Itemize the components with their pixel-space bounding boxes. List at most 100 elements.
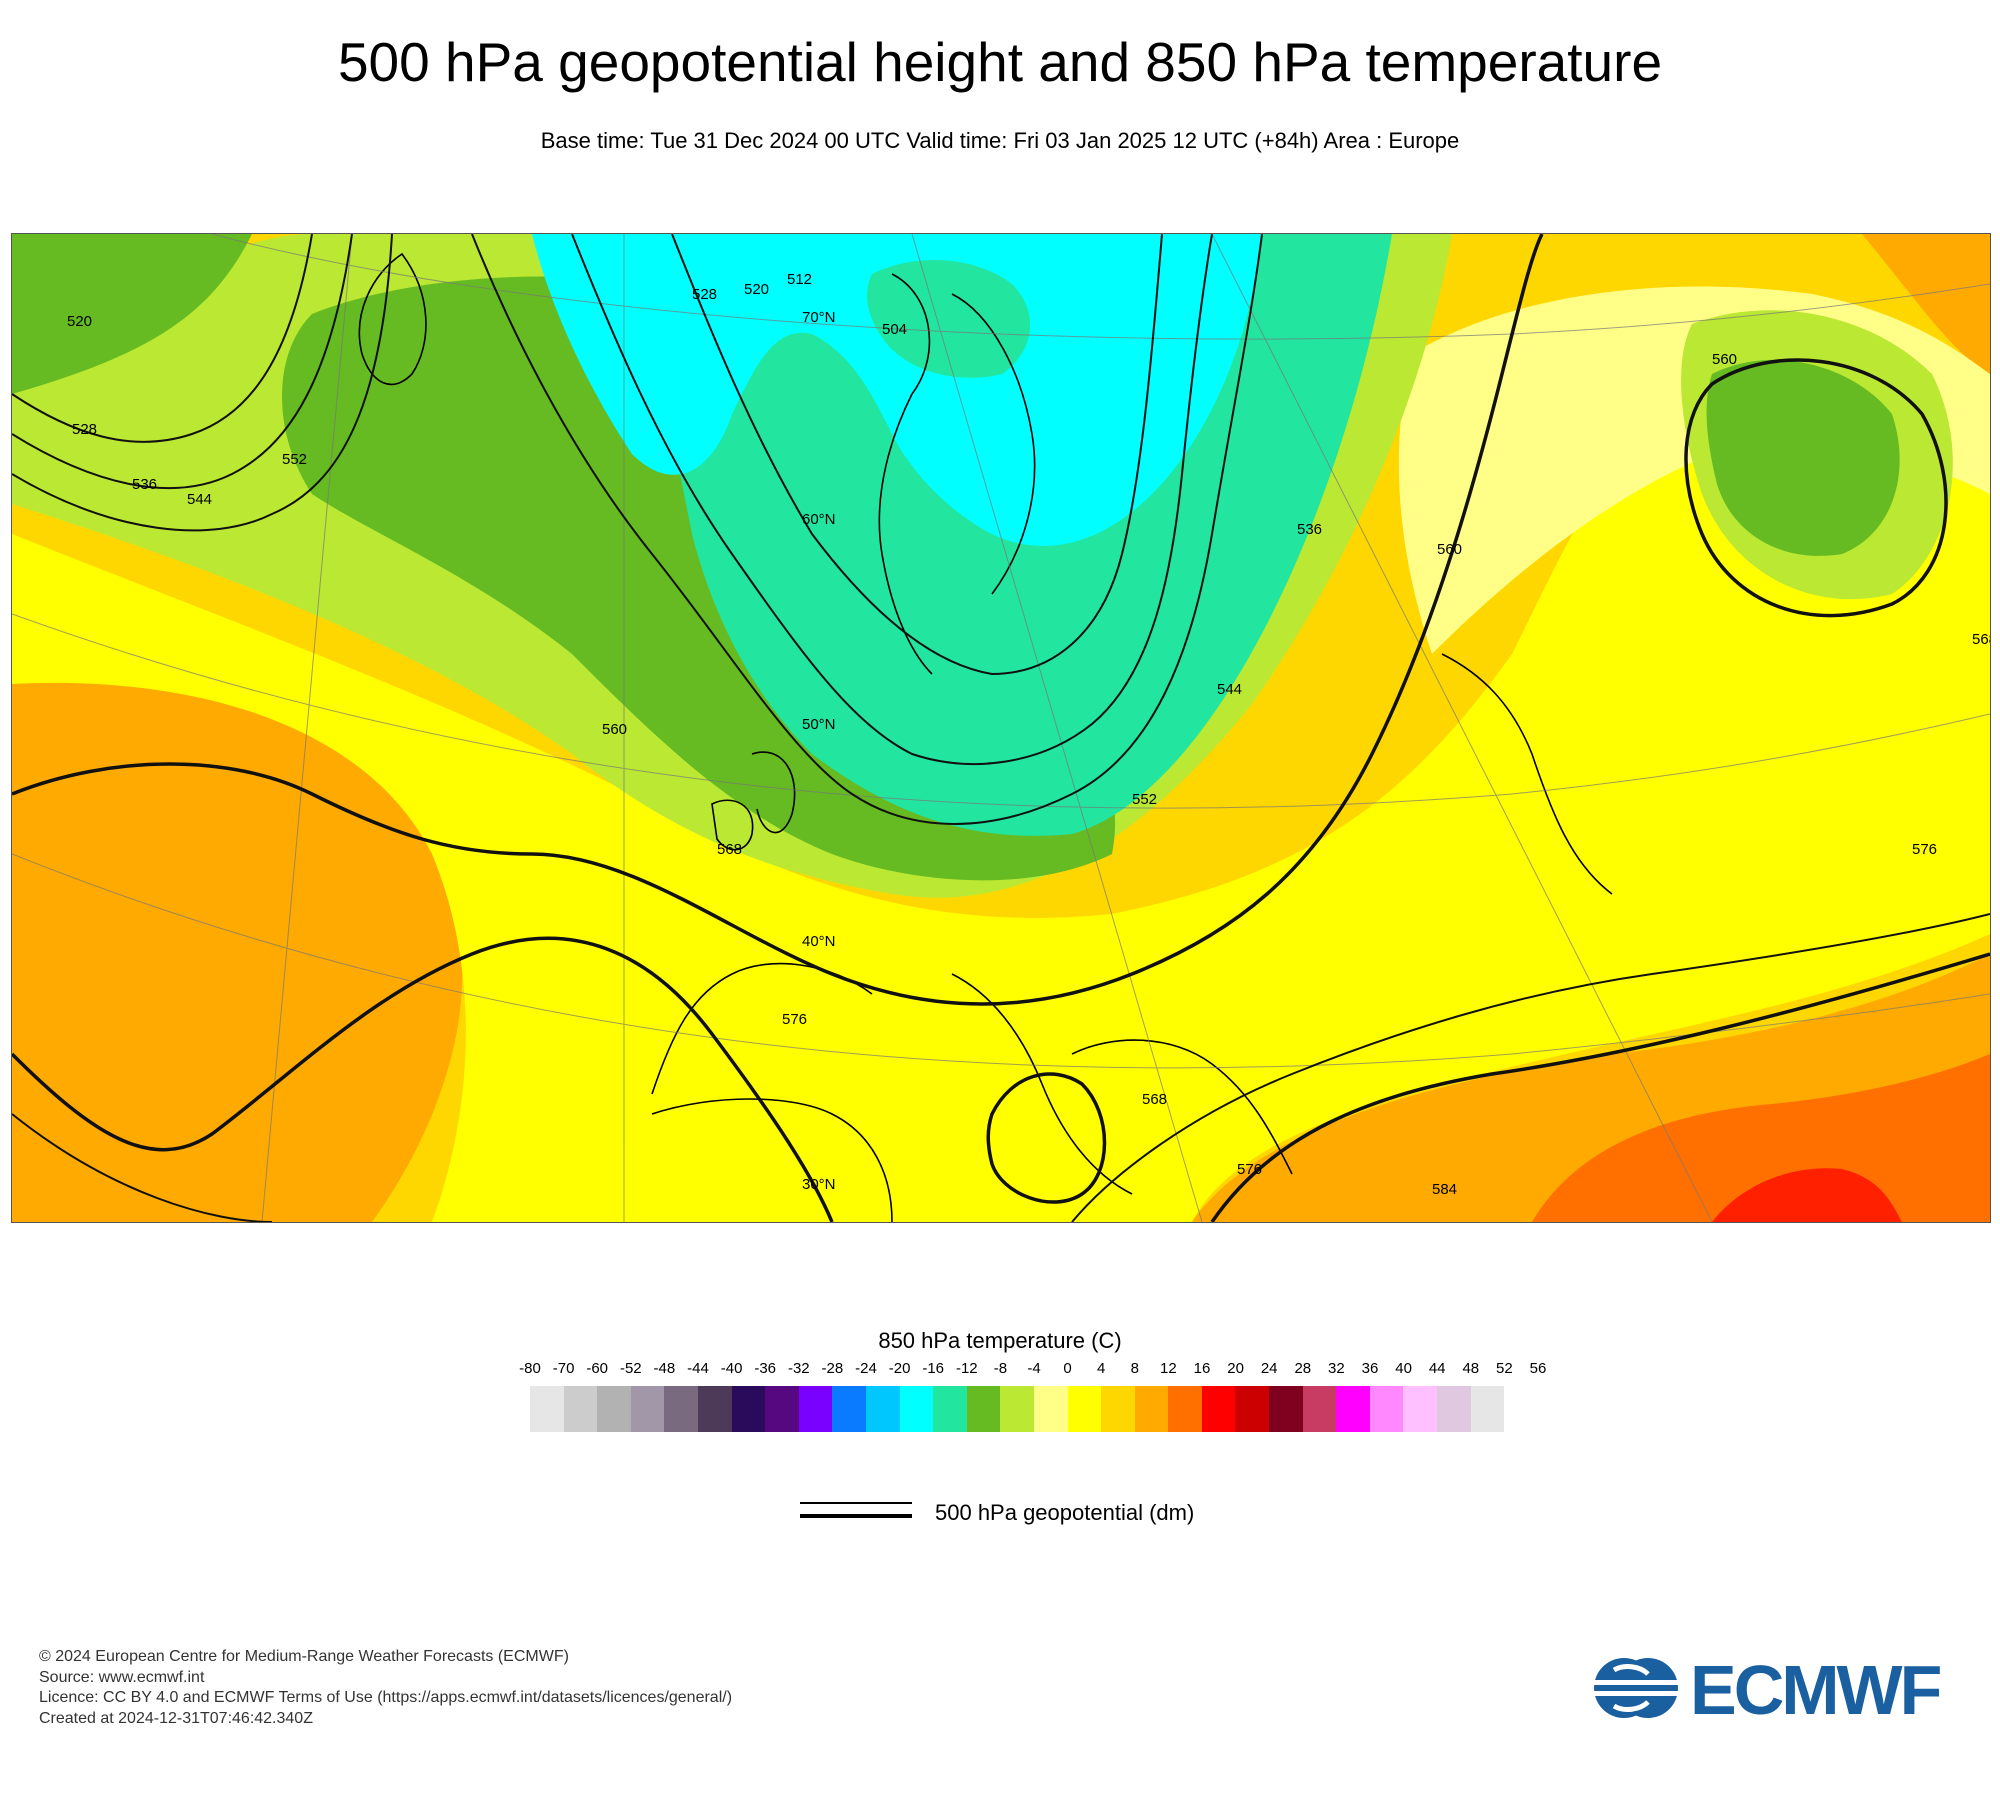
legend-swatch	[1437, 1386, 1471, 1432]
legend-tick-label: 4	[1097, 1360, 1106, 1377]
geopotential-line-sample	[800, 1502, 912, 1524]
legend-swatch	[933, 1386, 967, 1432]
legend-tick-label: -60	[586, 1360, 609, 1377]
legend-tick-label: 36	[1361, 1360, 1379, 1377]
legend-swatch	[1201, 1386, 1236, 1432]
geopotential-legend-label: 500 hPa geopotential (dm)	[935, 1500, 1195, 1525]
temperature-legend-title: 850 hPa temperature (C)	[878, 1328, 1122, 1353]
legend-tick-label: 40	[1395, 1360, 1412, 1377]
legend-swatch	[832, 1386, 866, 1432]
lat-label-60n: 60°N	[802, 511, 836, 528]
legend-swatch	[899, 1386, 934, 1432]
lat-label-30n: 30°N	[802, 1176, 836, 1193]
legend-swatch	[731, 1386, 766, 1432]
contour-label: 536	[1297, 521, 1322, 538]
legend-swatch	[630, 1386, 665, 1432]
legend-tick-label: -8	[993, 1360, 1008, 1377]
legend-tick-label: 0	[1063, 1360, 1072, 1377]
thick-line-sample	[800, 1514, 912, 1518]
orange-west-region	[12, 666, 463, 1222]
contour-label: 560	[1712, 351, 1737, 368]
copyright-line: © 2024 European Centre for Medium-Range …	[39, 1648, 569, 1665]
contour-label: 568	[717, 841, 742, 858]
legend-swatch	[798, 1386, 833, 1432]
graticule	[12, 234, 1990, 1222]
legend-tick-label: 52	[1496, 1360, 1513, 1377]
legend-tick-label: -20	[888, 1360, 911, 1377]
contour-label: 528	[692, 286, 717, 303]
orange-dark-southeast	[1532, 1054, 1990, 1222]
legend-swatch	[1000, 1386, 1034, 1432]
map-svg: 520 528 536 544 552 504 512 520 528 536 …	[12, 234, 1990, 1222]
legend-tick-label: -48	[653, 1360, 676, 1377]
contour-label: 584	[1432, 1181, 1457, 1198]
legend-tick-label: -28	[821, 1360, 844, 1377]
legend-tick-label: -40	[720, 1360, 743, 1377]
temperature-legend-bar	[530, 1386, 1505, 1432]
contour-label: 512	[787, 271, 812, 288]
legend-swatch	[1067, 1386, 1102, 1432]
legend-tick-label: -12	[955, 1360, 978, 1377]
contour-label: 544	[1217, 681, 1242, 698]
legend-tick-label: 12	[1160, 1360, 1177, 1377]
created-line: Created at 2024-12-31T07:46:42.340Z	[39, 1709, 313, 1727]
contour-label: 544	[187, 491, 212, 508]
legend-swatch	[563, 1386, 598, 1432]
legend-tick-label: 24	[1260, 1360, 1278, 1377]
legend-tick-label: -44	[687, 1360, 709, 1377]
teal-inner-scandinavia	[867, 260, 1031, 378]
chart-title: 500 hPa geopotential height and 850 hPa …	[337, 31, 1663, 93]
legend-swatch	[1168, 1386, 1202, 1432]
legend-tick-label: -80	[519, 1360, 541, 1377]
legend-swatch	[1269, 1386, 1303, 1432]
legend-swatch	[1302, 1386, 1337, 1432]
thin-line-sample	[800, 1502, 912, 1504]
legend-swatch	[1336, 1386, 1370, 1432]
lat-label-70n: 70°N	[802, 309, 836, 326]
legend-swatch	[1134, 1386, 1169, 1432]
contour-label: 552	[1132, 791, 1157, 808]
lat-label-40n: 40°N	[802, 933, 836, 950]
contour-label: 520	[67, 313, 92, 330]
lat-label-50n: 50°N	[802, 716, 836, 733]
legend-swatch	[1101, 1386, 1135, 1432]
legend-swatch	[765, 1386, 799, 1432]
legend-tick-label: 28	[1294, 1360, 1312, 1377]
temperature-legend-ticks: -80 -70 -60 -52 -48 -44 -40 -36 -32 -28 -24 -20 -16-…	[0, 1360, 2000, 1380]
red-patch-southeast	[1712, 1168, 1902, 1222]
legend-swatch	[664, 1386, 698, 1432]
legend-tick-label: -36	[754, 1360, 777, 1377]
contour-label: 560	[1437, 541, 1462, 558]
contour-label: 520	[744, 281, 769, 298]
contour-label: 576	[782, 1011, 807, 1028]
ecmwf-logo-text: ECMWF	[1690, 1651, 1942, 1729]
legend-tick-label: -70	[552, 1360, 575, 1377]
source-line[interactable]: Source: www.ecmwf.int	[39, 1668, 205, 1686]
legend-swatch	[597, 1386, 631, 1432]
legend-tick-label: -32	[787, 1360, 810, 1377]
licence-line[interactable]: Licence: CC BY 4.0 and ECMWF Terms of Us…	[39, 1689, 733, 1706]
latitude-labels: 70°N 60°N 50°N 40°N 30°N	[802, 309, 836, 1193]
ecmwf-logo[interactable]: ECMWF	[1590, 1651, 1960, 1729]
contour-label: 576	[1912, 841, 1937, 858]
contour-label: 528	[72, 421, 97, 438]
legend-tick-label: 56	[1529, 1360, 1547, 1377]
legend-swatch	[865, 1386, 900, 1432]
legend-swatch	[1403, 1386, 1438, 1432]
legend-swatch	[697, 1386, 732, 1432]
legend-swatch	[1235, 1386, 1270, 1432]
legend-swatch	[966, 1386, 1001, 1432]
contour-label: 504	[882, 321, 907, 338]
geopotential-legend: 500 hPa geopotential (dm)	[800, 1500, 1400, 1530]
legend-swatch	[1470, 1386, 1505, 1432]
contour-label: 568	[1972, 631, 1990, 648]
chart-subtitle: Base time: Tue 31 Dec 2024 00 UTC Valid …	[540, 128, 1460, 153]
ecmwf-logo-icon	[1590, 1658, 1682, 1718]
weather-map[interactable]: 520 528 536 544 552 504 512 520 528 536 …	[11, 233, 1991, 1223]
contour-label: 552	[282, 451, 307, 468]
geopotential-contours	[12, 234, 1990, 1222]
contour-labels: 520 528 536 544 552 504 512 520 528 536 …	[67, 271, 1990, 1198]
legend-tick-label: 8	[1130, 1360, 1139, 1377]
orange-northeast	[1862, 234, 1990, 374]
legend-tick-label: -4	[1027, 1360, 1041, 1377]
